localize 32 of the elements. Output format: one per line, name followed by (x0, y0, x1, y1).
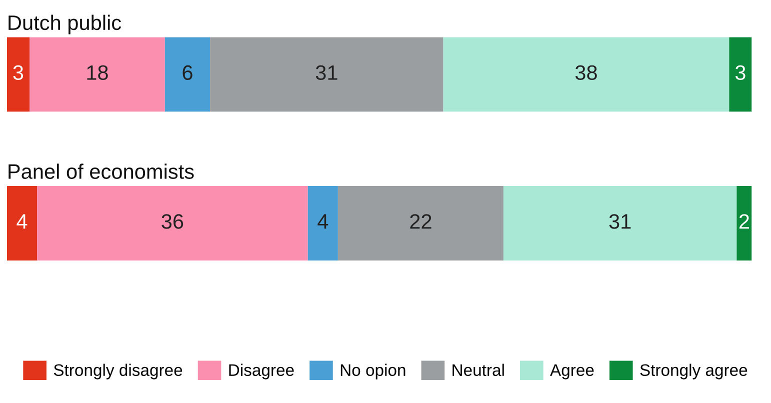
legend-label: Neutral (452, 364, 504, 376)
data-label: 31 (316, 65, 338, 80)
bar (210, 37, 444, 112)
bar (6, 37, 30, 112)
bar (736, 186, 752, 260)
data-label: 31 (609, 214, 631, 229)
legend-label: No opion (340, 364, 406, 380)
bar (30, 37, 165, 112)
data-label: 2 (739, 214, 749, 229)
legend-label: Disagree (229, 364, 294, 380)
data-label: 38 (575, 65, 597, 80)
bar (37, 186, 308, 260)
bar (729, 37, 752, 112)
bar (503, 186, 737, 260)
bar (308, 186, 338, 260)
bar (6, 186, 38, 260)
legend-label: Strongly agree (640, 364, 748, 380)
bar (164, 37, 210, 112)
legend-label: Strongly disagree (54, 364, 182, 380)
data-label: 3 (735, 65, 746, 80)
data-label: 3 (13, 65, 24, 80)
bar (338, 186, 504, 260)
bar (443, 37, 730, 112)
y-tick-label: Panel of economists (8, 164, 194, 179)
y-tick-label: Dutch public (8, 14, 122, 34)
legend-label: Agree (550, 364, 594, 380)
data-label: 6 (182, 65, 192, 80)
data-label: 36 (162, 214, 184, 229)
data-label: 4 (318, 214, 328, 229)
data-label: 4 (16, 214, 28, 229)
data-label: 22 (410, 214, 432, 229)
data-label: 18 (87, 65, 108, 80)
